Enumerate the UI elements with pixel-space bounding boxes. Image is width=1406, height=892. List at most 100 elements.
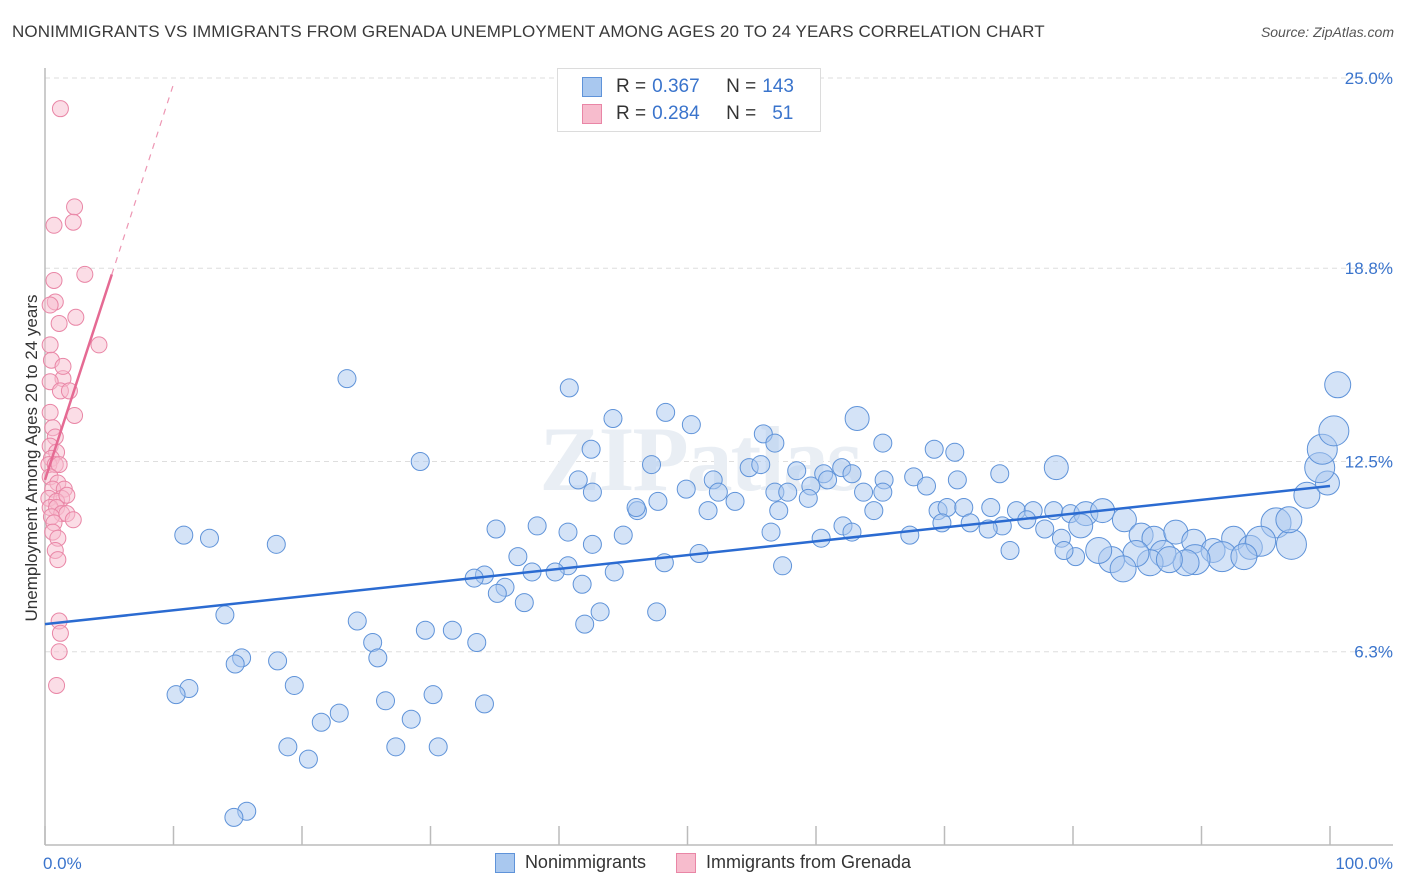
nonimmigrant-point	[924, 439, 944, 459]
stats-box: R = 0.367 N = 143 R = 0.284 N = 51	[557, 68, 821, 132]
nonimmigrant-point	[1085, 536, 1113, 564]
nonimmigrant-point	[917, 476, 937, 496]
nonimmigrant-point	[751, 455, 771, 475]
nonimmigrant-point	[1000, 540, 1020, 560]
nonimmigrant-point	[428, 737, 448, 757]
legend-label: Immigrants from Grenada	[705, 852, 912, 872]
nonimmigrant-point	[626, 498, 646, 518]
grenada-point	[50, 643, 68, 661]
nonimmigrant-point	[656, 402, 676, 422]
x-tick-labels: 0.0% 100.0%	[43, 854, 1393, 873]
nonimmigrant-point	[174, 525, 194, 545]
y-axis-label: Unemployment Among Ages 20 to 24 years	[22, 295, 41, 622]
legend: Nonimmigrants Immigrants from Grenada	[0, 852, 1406, 873]
nonimmigrant-point	[773, 556, 793, 576]
grenada-point	[48, 676, 66, 694]
x-tick-label: 100.0%	[1335, 854, 1393, 873]
nonimmigrant-point	[401, 709, 421, 729]
nonimmigrant-point	[347, 611, 367, 631]
nonimmigrant-point	[854, 482, 874, 502]
pink-swatch-icon	[582, 104, 602, 124]
nonimmigrant-point	[575, 614, 595, 634]
grenada-point	[64, 213, 82, 231]
nonimmigrant-point	[648, 491, 668, 511]
nonimmigrant-point	[545, 562, 565, 582]
trend-lines	[43, 83, 1331, 626]
grenada-point	[66, 198, 84, 216]
y-tick-label: 25.0%	[1345, 69, 1393, 88]
nonimmigrant-point	[224, 807, 244, 827]
nonimmigrant-point	[818, 470, 838, 490]
nonimmigrant-point	[900, 525, 920, 545]
nonimmigrant-point	[1043, 455, 1069, 481]
nonimmigrant-point	[527, 516, 547, 536]
nonimmigrant-point	[1068, 513, 1094, 539]
nonimmigrants-trend-line	[44, 484, 1331, 626]
nonimmigrant-point	[1155, 546, 1183, 574]
r-value: 0.284	[652, 103, 700, 124]
legend-item-grenada[interactable]: Immigrants from Grenada	[675, 852, 912, 873]
nonimmigrant-point	[572, 574, 592, 594]
nonimmigrant-point	[559, 378, 579, 398]
legend-item-nonimmigrants[interactable]: Nonimmigrants	[494, 852, 646, 873]
n-value: 51	[772, 103, 794, 124]
nonimmigrant-point	[368, 648, 388, 668]
nonimmigrant-point	[410, 452, 430, 471]
nonimmigrant-point	[386, 737, 406, 757]
nonimmigrant-point	[769, 501, 789, 521]
nonimmigrant-point	[582, 534, 602, 554]
nonimmigrant-point	[613, 525, 633, 545]
grenada-point	[41, 403, 59, 421]
nonimmigrant-point	[215, 605, 235, 625]
nonimmigrant-point	[423, 685, 443, 705]
nonimmigrant-point	[1054, 540, 1074, 560]
n-value: 143	[762, 76, 794, 97]
n-label: N =	[726, 76, 757, 97]
nonimmigrant-point	[329, 703, 349, 723]
stats-row-grenada: R = 0.284 N = 51	[582, 103, 793, 125]
x-tick-label: 0.0%	[43, 854, 82, 873]
grenada-trend-line	[43, 273, 114, 481]
nonimmigrant-point	[166, 685, 186, 705]
nonimmigrant-point	[474, 694, 494, 714]
nonimmigrant-point	[558, 522, 578, 542]
nonimmigrant-point	[415, 620, 435, 640]
nonimmigrant-point	[568, 470, 588, 490]
grenada-trend-extension	[111, 83, 175, 275]
grenada-point	[49, 551, 67, 569]
source-label: Source: ZipAtlas.com	[1260, 24, 1394, 40]
nonimmigrant-point	[508, 547, 528, 567]
nonimmigrant-point	[581, 439, 601, 459]
nonimmigrant-point	[873, 482, 893, 502]
nonimmigrant-point	[947, 470, 967, 490]
blue-swatch-icon	[494, 852, 515, 873]
nonimmigrant-point	[765, 433, 785, 453]
nonimmigrant-point	[1230, 543, 1258, 571]
nonimmigrant-point	[278, 737, 298, 757]
nonimmigrant-point	[811, 528, 831, 548]
nonimmigrant-point	[844, 406, 870, 432]
y-tick-label: 6.3%	[1354, 643, 1393, 662]
y-tick-label: 18.8%	[1345, 259, 1393, 278]
nonimmigrant-point	[708, 482, 728, 502]
y-tick-label: 12.5%	[1345, 453, 1393, 472]
grenada-point	[54, 357, 72, 375]
nonimmigrant-point	[603, 409, 623, 429]
grenada-point	[45, 216, 63, 234]
nonimmigrant-point	[514, 593, 534, 613]
nonimmigrant-point	[761, 522, 781, 542]
nonimmigrant-point	[945, 442, 965, 462]
legend-label: Nonimmigrants	[524, 852, 646, 872]
y-tick-labels: 6.3% 12.5% 18.8% 25.0%	[1345, 69, 1393, 662]
data-points	[40, 100, 1352, 827]
grenada-point	[64, 511, 82, 529]
grenada-point	[90, 336, 108, 354]
nonimmigrant-point	[225, 654, 245, 674]
nonimmigrant-point	[798, 488, 818, 508]
nonimmigrant-point	[311, 712, 331, 732]
nonimmigrant-point	[698, 501, 718, 521]
nonimmigrant-point	[787, 461, 807, 481]
nonimmigrant-point	[1109, 555, 1137, 583]
nonimmigrant-point	[199, 528, 219, 548]
nonimmigrant-point	[376, 691, 396, 711]
